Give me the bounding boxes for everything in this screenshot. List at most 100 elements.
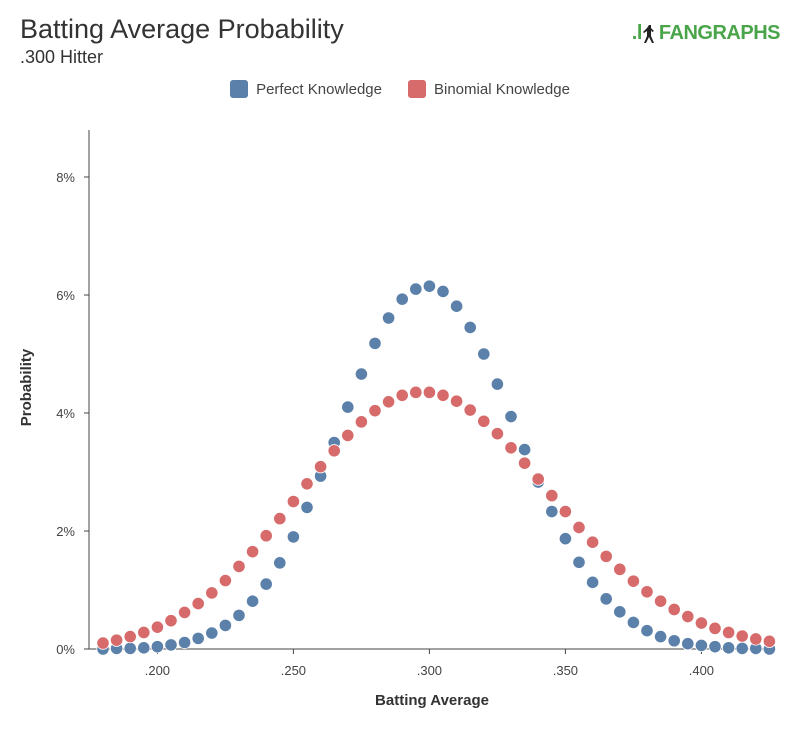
binomial-point[interactable] (354, 415, 368, 429)
binomial-point[interactable] (137, 625, 151, 640)
binomial-point[interactable] (381, 395, 396, 409)
perfect-point[interactable] (708, 640, 722, 654)
binomial-point[interactable] (246, 545, 260, 559)
legend-item-perfect[interactable]: Perfect Knowledge (230, 80, 382, 98)
perfect-point[interactable] (300, 500, 314, 514)
binomial-point[interactable] (286, 494, 300, 509)
perfect-point[interactable] (545, 504, 559, 519)
perfect-point[interactable] (381, 311, 396, 325)
binomial-point[interactable] (708, 621, 722, 635)
perfect-point[interactable] (694, 638, 709, 653)
perfect-point[interactable] (572, 555, 586, 569)
perfect-point[interactable] (422, 279, 436, 293)
legend-item-binomial[interactable]: Binomial Knowledge (408, 80, 570, 98)
binomial-point[interactable] (681, 609, 695, 624)
binomial-point[interactable] (694, 616, 709, 630)
perfect-point[interactable] (191, 631, 205, 645)
perfect-point[interactable] (232, 608, 246, 622)
binomial-point[interactable] (123, 630, 137, 644)
perfect-point[interactable] (164, 638, 178, 652)
binomial-point[interactable] (110, 633, 124, 647)
perfect-point[interactable] (626, 615, 641, 630)
binomial-point[interactable] (313, 460, 328, 474)
perfect-point[interactable] (436, 284, 450, 299)
perfect-point[interactable] (653, 630, 668, 644)
binomial-point[interactable] (572, 520, 586, 535)
binomial-point[interactable] (395, 388, 409, 402)
chart-title: Batting Average Probability (20, 14, 344, 44)
binomial-point[interactable] (504, 441, 518, 455)
perfect-point[interactable] (395, 292, 409, 306)
binomial-point[interactable] (341, 428, 355, 443)
perfect-point[interactable] (558, 532, 573, 546)
binomial-point[interactable] (273, 512, 287, 526)
binomial-point[interactable] (232, 559, 246, 574)
perfect-point[interactable] (286, 530, 300, 544)
binomial-point[interactable] (585, 535, 600, 549)
fangraphs-logo[interactable]: .l FANGRAPHS (631, 22, 781, 45)
perfect-point[interactable] (246, 594, 260, 608)
binomial-point[interactable] (749, 632, 763, 646)
binomial-point[interactable] (218, 573, 232, 588)
binomial-point[interactable] (477, 414, 491, 428)
legend-label-perfect: Perfect Knowledge (256, 80, 382, 98)
perfect-point[interactable] (721, 641, 736, 655)
binomial-point[interactable] (531, 472, 545, 486)
binomial-point[interactable] (463, 403, 477, 417)
perfect-point[interactable] (368, 336, 382, 350)
perfect-point[interactable] (409, 282, 423, 296)
perfect-point[interactable] (599, 592, 613, 606)
perfect-point[interactable] (490, 377, 504, 391)
perfect-point[interactable] (504, 409, 518, 424)
perfect-point[interactable] (735, 641, 749, 656)
perfect-point[interactable] (137, 641, 151, 655)
perfect-point[interactable] (123, 641, 137, 656)
binomial-point[interactable] (178, 605, 192, 620)
binomial-point[interactable] (762, 634, 777, 648)
perfect-point[interactable] (585, 575, 600, 589)
binomial-point[interactable] (558, 504, 573, 519)
binomial-point[interactable] (409, 385, 423, 399)
perfect-point[interactable] (681, 637, 695, 651)
binomial-point[interactable] (368, 404, 382, 418)
binomial-point[interactable] (300, 477, 314, 491)
perfect-point[interactable] (341, 400, 355, 414)
binomial-point[interactable] (545, 488, 559, 503)
binomial-point[interactable] (436, 388, 450, 402)
perfect-point[interactable] (273, 556, 287, 570)
binomial-point[interactable] (721, 625, 736, 640)
perfect-point[interactable] (517, 442, 532, 457)
binomial-point[interactable] (150, 620, 164, 634)
binomial-point[interactable] (599, 549, 613, 563)
perfect-point[interactable] (150, 640, 164, 654)
binomial-point[interactable] (640, 585, 654, 599)
perfect-point[interactable] (667, 634, 681, 648)
logo-prefix: .l (631, 22, 643, 44)
binomial-point[interactable] (517, 456, 532, 470)
perfect-point[interactable] (613, 605, 627, 619)
binomial-point[interactable] (626, 574, 641, 588)
binomial-point[interactable] (653, 594, 668, 608)
perfect-point[interactable] (640, 624, 654, 638)
binomial-point[interactable] (191, 596, 205, 611)
perfect-point[interactable] (354, 367, 368, 381)
perfect-point[interactable] (259, 577, 273, 591)
binomial-point[interactable] (735, 629, 749, 643)
perfect-point[interactable] (205, 626, 219, 640)
perfect-point[interactable] (463, 320, 477, 335)
binomial-point[interactable] (667, 602, 681, 617)
perfect-point[interactable] (449, 299, 464, 313)
perfect-point[interactable] (477, 347, 491, 361)
binomial-point[interactable] (259, 529, 273, 543)
binomial-point[interactable] (490, 427, 504, 441)
binomial-point[interactable] (96, 636, 110, 650)
binomial-point[interactable] (164, 614, 178, 628)
perfect-point[interactable] (178, 635, 192, 650)
binomial-point[interactable] (422, 385, 436, 399)
binomial-point[interactable] (327, 444, 341, 458)
binomial-point[interactable] (449, 394, 464, 408)
binomial-point[interactable] (613, 562, 627, 576)
legend-label-binomial: Binomial Knowledge (434, 80, 570, 98)
binomial-point[interactable] (205, 586, 219, 600)
perfect-point[interactable] (218, 618, 232, 633)
